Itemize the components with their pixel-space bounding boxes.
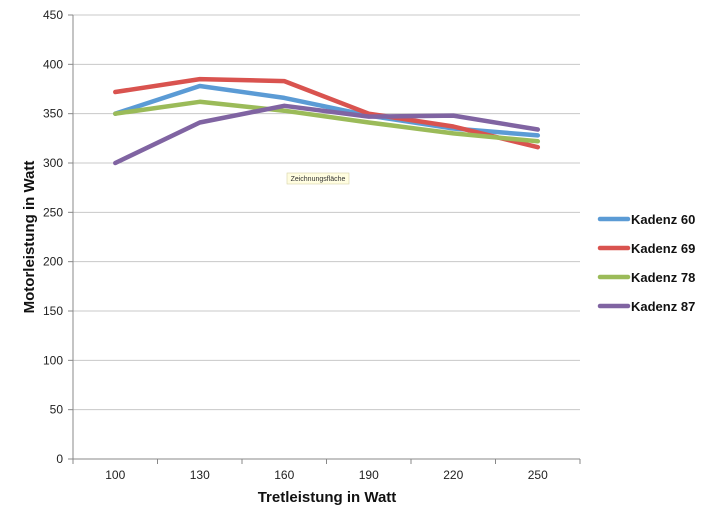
x-axis-title: Tretleistung in Watt <box>258 489 397 506</box>
y-axis-title: Motorleistung in Watt <box>21 161 38 314</box>
legend: Kadenz 60 Kadenz 69 Kadenz 78 Kadenz 87 <box>597 212 695 314</box>
y-tick-label: 400 <box>43 57 63 71</box>
y-tick-label: 100 <box>43 353 63 367</box>
x-tick-label: 190 <box>359 468 379 482</box>
series-lines <box>113 76 541 166</box>
gridlines <box>73 14 580 411</box>
y-tick-label: 50 <box>50 403 64 417</box>
tooltip-box <box>286 172 350 185</box>
series-line-2 <box>113 76 541 150</box>
tooltip-label: Zeichnungsfläche <box>291 176 346 183</box>
legend-label: Kadenz 69 <box>631 241 695 256</box>
legend-label: Kadenz 87 <box>631 299 695 314</box>
x-tick-labels: 100 130 160 190 220 250 <box>72 459 581 482</box>
x-tick-label: 100 <box>105 468 125 482</box>
x-tick-label: 160 <box>274 468 294 482</box>
x-tick-label: 220 <box>443 468 463 482</box>
y-tick-label: 150 <box>43 304 63 318</box>
x-tick-label: 250 <box>528 468 548 482</box>
series-line-4 <box>113 103 541 166</box>
y-tick-label: 350 <box>43 107 63 121</box>
y-tick-label: 250 <box>43 205 63 219</box>
y-tick-label: 450 <box>43 8 63 22</box>
y-tick-label: 300 <box>43 156 63 170</box>
legend-label: Kadenz 60 <box>631 212 695 227</box>
legend-label: Kadenz 78 <box>631 270 695 285</box>
y-tick-labels: 0 50 100 150 200 250 300 350 400 450 <box>43 8 73 466</box>
plot-area-tooltip: Zeichnungsfläche <box>286 172 350 185</box>
y-tick-label: 200 <box>43 255 63 269</box>
series-line-3 <box>113 99 541 144</box>
axes <box>72 15 580 460</box>
y-tick-label: 0 <box>56 452 63 466</box>
x-tick-label: 130 <box>190 468 210 482</box>
